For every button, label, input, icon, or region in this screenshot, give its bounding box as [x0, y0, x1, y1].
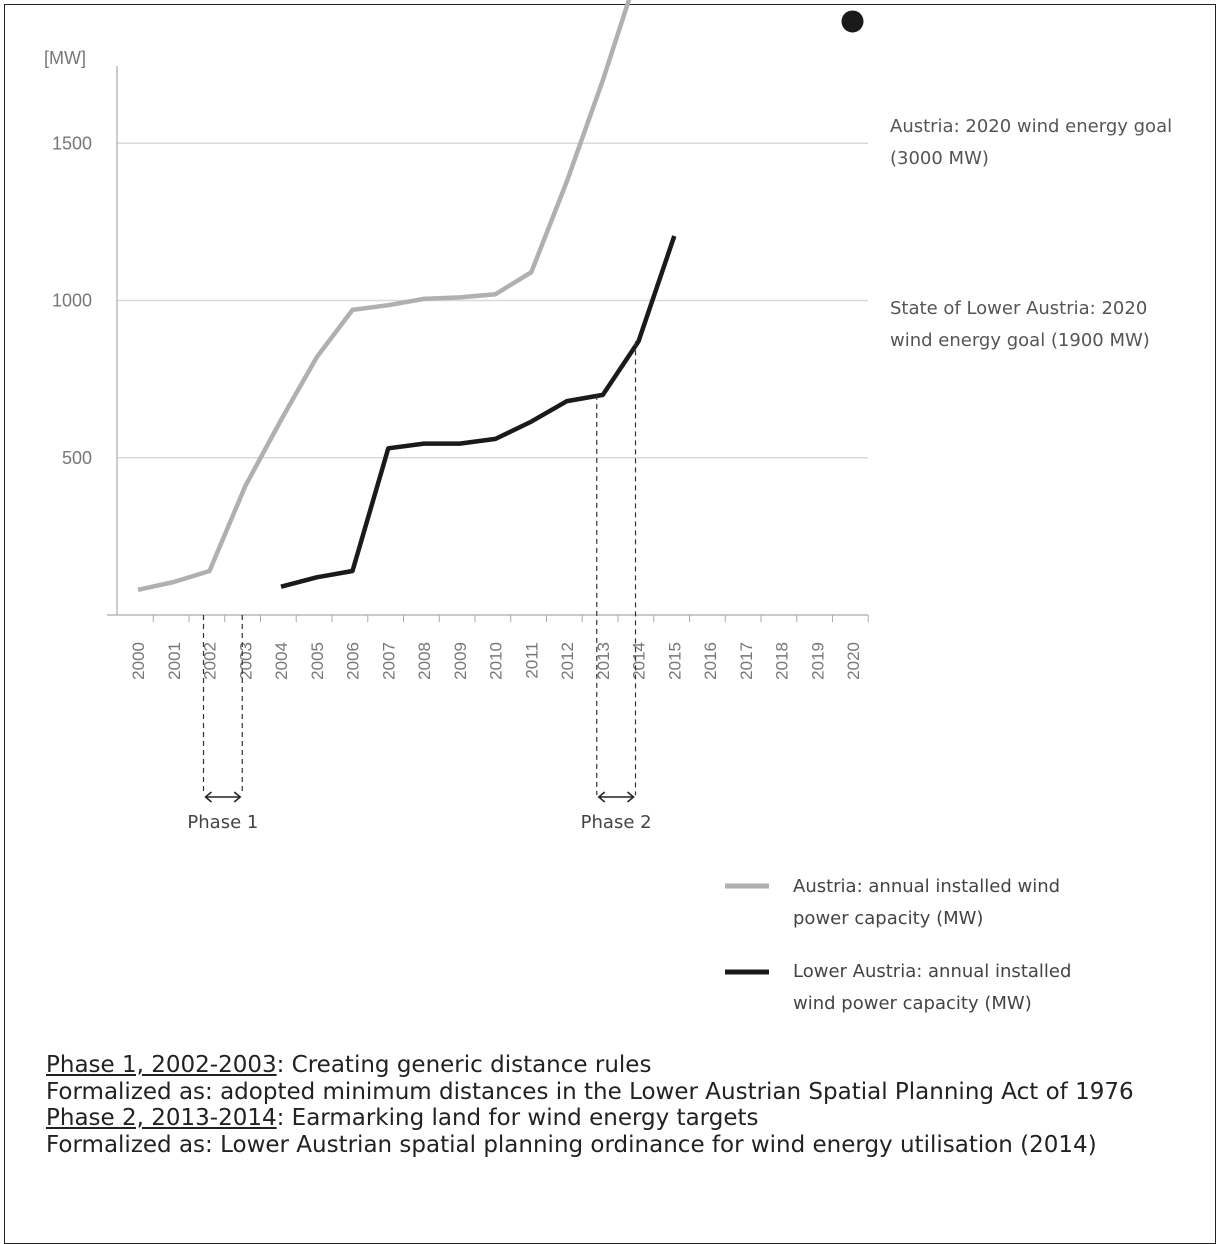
- legend-label: Lower Austria: annual installed: [793, 961, 1071, 982]
- goal-annotation: wind energy goal (1900 MW): [890, 330, 1150, 351]
- note-text: : Creating generic distance rules: [277, 1052, 652, 1078]
- x-tick-label: 2008: [415, 642, 434, 680]
- goal-annotation: (3000 MW): [890, 148, 989, 169]
- note-line: Phase 2, 2013-2014: Earmarking land for …: [46, 1105, 1216, 1132]
- x-tick-label: 2020: [844, 642, 863, 680]
- phase-label: Phase 1: [187, 812, 258, 833]
- goal-annotation: State of Lower Austria: 2020: [890, 298, 1147, 319]
- goal-marker-1: [842, 10, 864, 32]
- legend-label: power capacity (MW): [793, 908, 983, 929]
- x-tick-label: 2003: [236, 642, 255, 680]
- series-line-0: [138, 0, 674, 590]
- note-line: Formalized as: adopted minimum distances…: [46, 1079, 1216, 1106]
- y-tick-label: 1500: [52, 133, 92, 153]
- series-line-1: [281, 236, 674, 587]
- x-tick-label: 2001: [165, 642, 184, 680]
- note-line: Formalized as: Lower Austrian spatial pl…: [46, 1132, 1216, 1159]
- x-tick-label: 2018: [773, 642, 792, 680]
- wind-capacity-chart: [MW] 50010001500200025003000 20002001200…: [0, 0, 1218, 1050]
- note-line: Phase 1, 2002-2003: Creating generic dis…: [46, 1052, 1216, 1079]
- series-lines: [138, 0, 674, 590]
- x-tick-label: 2004: [272, 642, 291, 680]
- phase-markers: Phase 1 Phase 2: [187, 341, 651, 833]
- note-text: Formalized as: adopted minimum distances…: [46, 1079, 1134, 1105]
- goal-annotation: Austria: 2020 wind energy goal: [890, 116, 1172, 137]
- x-tick-label: 2000: [129, 642, 148, 680]
- note-text: : Earmarking land for wind energy target…: [277, 1105, 759, 1131]
- x-tick-label: 2005: [308, 642, 327, 680]
- y-tick-label: 1000: [52, 291, 92, 311]
- x-tick-label: 2015: [665, 642, 684, 680]
- legend-label: Austria: annual installed wind: [793, 876, 1060, 897]
- legend: Austria: annual installed wind power capa…: [725, 876, 1071, 1014]
- x-tick-label: 2007: [379, 642, 398, 680]
- x-tick-label: 2012: [558, 642, 577, 680]
- x-tick-label: 2016: [701, 642, 720, 680]
- note-phase-title: Phase 1, 2002-2003: [46, 1052, 277, 1078]
- x-tick-label: 2010: [487, 642, 506, 680]
- note-phase-title: Phase 2, 2013-2014: [46, 1105, 277, 1131]
- y-tick-label: 500: [62, 448, 92, 468]
- gridlines: [117, 0, 868, 458]
- legend-label: wind power capacity (MW): [793, 993, 1032, 1014]
- phase-notes: Phase 1, 2002-2003: Creating generic dis…: [46, 1052, 1216, 1158]
- note-text: Formalized as: Lower Austrian spatial pl…: [46, 1132, 1097, 1158]
- x-tick-label: 2014: [630, 642, 649, 680]
- y-axis-label: [MW]: [44, 48, 86, 68]
- x-tick-label: 2011: [522, 642, 541, 679]
- y-tick-labels: 50010001500200025003000: [52, 0, 92, 468]
- x-tick-label: 2017: [737, 642, 756, 680]
- goal-markers: Austria: 2020 wind energy goal (3000 MW) S…: [842, 0, 1173, 351]
- x-tick-label: 2019: [808, 642, 827, 680]
- x-tick-label: 2006: [344, 642, 363, 680]
- phase-label: Phase 2: [581, 812, 652, 833]
- x-tick-label: 2009: [451, 642, 470, 680]
